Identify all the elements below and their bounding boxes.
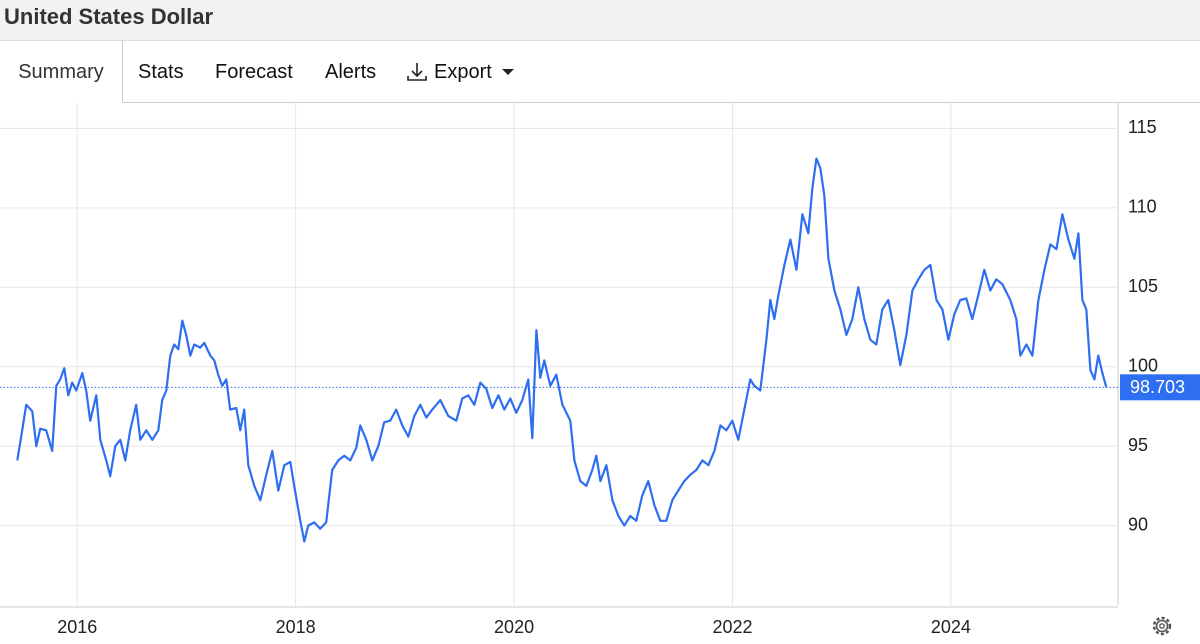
- last-value-label: 98.703: [1130, 377, 1185, 397]
- download-icon[interactable]: [406, 61, 428, 83]
- last-value-tag: [1120, 374, 1200, 401]
- data-line: [16, 157, 1108, 543]
- x-tick-label: 2020: [494, 617, 534, 637]
- tab[interactable]: Forecast: [215, 61, 293, 83]
- x-tick-label: 2024: [931, 617, 971, 637]
- settings-icon[interactable]: [1152, 616, 1172, 636]
- x-tick-label: 2018: [276, 617, 316, 637]
- tab[interactable]: Stats: [138, 61, 184, 83]
- y-tick-label: 115: [1128, 117, 1157, 137]
- x-tick-label: 2022: [712, 617, 752, 637]
- tab[interactable]: Export: [434, 61, 492, 83]
- y-tick-label: 95: [1128, 435, 1148, 455]
- x-tick-label: 2016: [57, 617, 97, 637]
- y-tick-label: 110: [1128, 197, 1157, 217]
- page-title: United States Dollar: [4, 4, 214, 29]
- y-tick-label: 100: [1128, 355, 1158, 375]
- header: United States Dollar: [0, 0, 1200, 41]
- tab[interactable]: Summary: [0, 41, 123, 103]
- tab-bar: Summary Stats Forecast Alerts Export: [0, 41, 1200, 103]
- tab[interactable]: Alerts: [325, 61, 377, 83]
- y-tick-label: 105: [1128, 276, 1158, 296]
- y-tick-label: 90: [1128, 514, 1148, 534]
- dropdown-caret[interactable]: [501, 67, 515, 77]
